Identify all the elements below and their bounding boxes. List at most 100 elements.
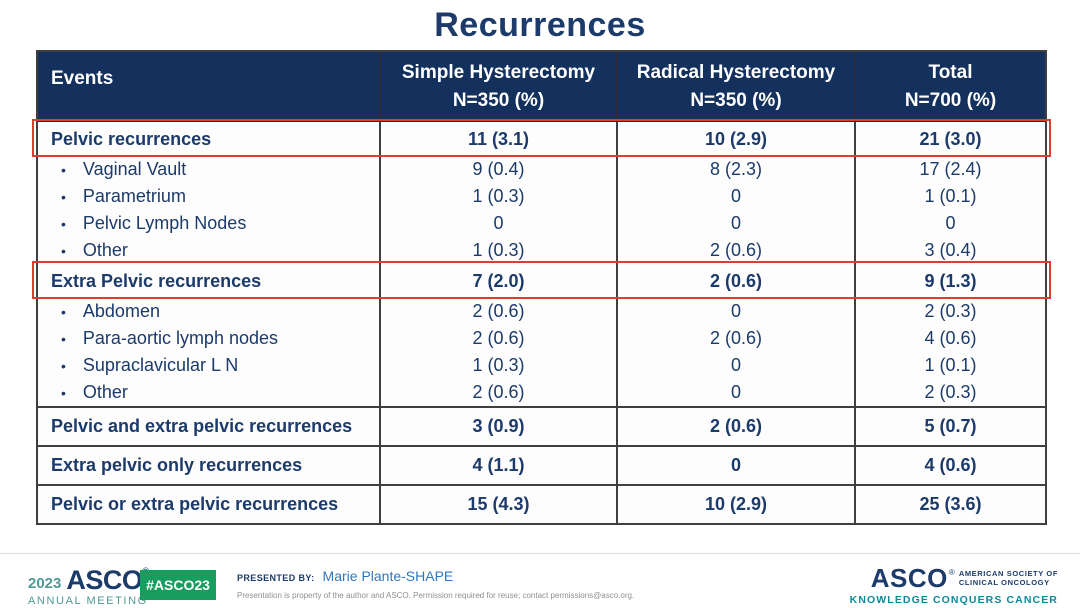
table-row: • Para-aortic lymph nodes 2 (0.6) 2 (0.6) 4 … [38,325,1045,352]
row-value-cell: 1 (0.1) [924,186,977,206]
row-value-cell: 0 [618,352,856,379]
row-value-cell: 1 (0.3) [381,352,618,379]
row-value-cell: 15 (4.3) [381,486,618,523]
asco-logo-row: ASCO ® AMERICAN SOCIETY OF CLINICAL ONCO… [850,565,1058,591]
row-label-cell: Pelvic or extra pelvic recurrences [38,486,381,523]
column-header-events: Events [38,52,381,122]
row-label: Pelvic Lymph Nodes [82,213,247,233]
row-value-cell: 10 (2.9) [618,486,856,523]
asco-org-name: AMERICAN SOCIETY OF CLINICAL ONCOLOGY [958,568,1058,587]
bullet-icon: • [61,242,66,259]
bullet-icon: • [61,215,66,232]
hashtag-badge: #ASCO23 [140,570,216,600]
row-label-cell: • Supraclavicular L N [38,352,381,379]
asco-tagline: KNOWLEDGE CONQUERS CANCER [849,594,1058,606]
row-label: Other [82,382,128,402]
row-label: Pelvic recurrences [51,128,212,149]
row-value-cell: 0 [381,210,618,237]
column-header-line2: N=350 (%) [452,90,545,111]
table-row: • Vaginal Vault 9 (0.4) 8 (2.3) 17 (2.4) [38,156,1045,183]
row-label-cell: • Abdomen [38,298,381,325]
row-value-cell: 7 (2.0) [381,264,618,298]
asco-society-logo: ASCO ® AMERICAN SOCIETY OF CLINICAL ONCO… [850,565,1058,606]
column-header-radical-hysterectomy: Radical Hysterectomy N=350 (%) [618,52,856,122]
row-label: Vaginal Vault [82,159,187,179]
disclaimer-text: Presentation is property of the author a… [237,591,635,600]
row-value-cell: 2 (0.6) [618,408,856,445]
table-row: • Abdomen 2 (0.6) 0 2 (0.3) [38,298,1045,325]
row-label: Pelvic or extra pelvic recurrences [51,494,339,514]
row-value-cell: 4 (1.1) [381,447,618,484]
row-value-cell: 3 (0.4) [924,240,977,260]
row-value-cell: 0 [618,379,856,406]
row-value-cell: 11 (3.1) [381,122,618,156]
row-value-cell: 21 (3.0) [919,128,982,149]
column-header-line2: N=350 (%) [690,90,782,111]
footer-divider [0,553,1080,554]
table-row: • Supraclavicular L N 1 (0.3) 0 1 (0.1) [38,352,1045,379]
row-label-cell: • Other [38,237,381,264]
asco-org-line1: AMERICAN SOCIETY OF [958,568,1058,578]
meeting-brand-text: ASCO [66,565,143,595]
row-value-cell: 1 (0.3) [381,183,618,210]
row-value-cell: 2 (0.6) [618,237,856,264]
row-value-cell: 0 [618,447,856,484]
row-value-cell: 0 [945,213,956,233]
table-body: Pelvic recurrences 11 (3.1) 10 (2.9) 21 (3.… [32,119,1051,523]
asco-brand: ASCO [870,563,948,593]
table-row: Pelvic or extra pelvic recurrences 15 (4.… [38,484,1045,523]
registered-mark-icon: ® [948,568,955,577]
row-value-cell: 2 (0.6) [618,264,856,298]
row-value-cell: 4 (0.6) [924,455,977,475]
column-header-total: Total N=700 (%) [856,52,1045,122]
table-row: Pelvic recurrences 11 (3.1) 10 (2.9) 21 (3.… [32,119,1051,157]
column-header-line1: Radical Hysterectomy [636,62,836,84]
row-label-cell: Extra pelvic only recurrences [38,447,381,484]
bullet-icon: • [61,188,66,205]
presenter-name: Marie Plante-SHAPE [322,568,454,584]
recurrences-table: Events Simple Hysterectomy N=350 (%) Rad… [32,50,1051,525]
row-label-cell: • Vaginal Vault [38,156,381,183]
row-label: Pelvic and extra pelvic recurrences [51,416,353,436]
column-header-simple-hysterectomy: Simple Hysterectomy N=350 (%) [381,52,618,122]
row-value-cell: 2 (0.6) [618,325,856,352]
row-value-cell: 2 (0.6) [381,379,618,406]
row-value-cell: 2 (0.3) [924,382,977,402]
table-row: Extra pelvic only recurrences 4 (1.1) 0 4 (… [38,445,1045,484]
column-header-line2: N=700 (%) [904,90,997,111]
meeting-brand: ASCO® [66,565,149,595]
column-header-line1: Simple Hysterectomy [401,62,596,84]
row-value-cell: 1 (0.3) [381,237,618,264]
row-label-cell: • Para-aortic lymph nodes [38,325,381,352]
row-value-cell: 0 [618,210,856,237]
bullet-icon: • [61,303,66,320]
row-label: Supraclavicular L N [82,355,239,375]
row-value-cell: 10 (2.9) [618,122,856,156]
row-label-cell: • Other [38,379,381,406]
row-value-cell: 25 (3.6) [919,494,982,514]
row-value-cell: 2 (0.3) [924,301,977,321]
row-label-cell: • Pelvic Lymph Nodes [38,210,381,237]
row-label: Parametrium [82,186,186,206]
row-label: Other [82,240,128,260]
column-header-line1: Total [928,62,973,84]
row-label-cell: Pelvic recurrences [38,122,381,156]
meeting-subtitle: ANNUAL MEETING [28,595,148,607]
row-value-cell: 9 (0.4) [381,156,618,183]
meeting-year: 2023 [28,575,62,592]
bullet-icon: • [61,330,66,347]
row-value-cell: 1 (0.1) [924,355,977,375]
row-label: Abdomen [82,301,160,321]
row-value-cell: 5 (0.7) [924,416,977,436]
table-header-row: Events Simple Hysterectomy N=350 (%) Rad… [38,52,1045,122]
row-value-cell: 9 (1.3) [924,270,977,291]
row-value-cell: 0 [618,183,856,210]
row-label: Para-aortic lymph nodes [82,328,278,348]
bullet-icon: • [61,161,66,178]
asco-annual-meeting-logo: 2023 ASCO® ANNUAL MEETING [28,567,149,607]
row-value-cell: 8 (2.3) [618,156,856,183]
row-label-cell: Extra Pelvic recurrences [38,264,381,298]
row-value-cell: 3 (0.9) [381,408,618,445]
table-row: Pelvic and extra pelvic recurrences 3 (0.… [38,406,1045,445]
